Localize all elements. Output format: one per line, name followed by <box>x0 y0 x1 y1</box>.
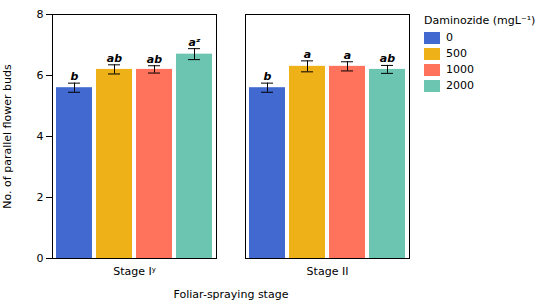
svg-text:2: 2 <box>37 191 44 204</box>
svg-text:4: 4 <box>37 130 44 143</box>
svg-text:ab: ab <box>380 52 395 65</box>
svg-text:Stage II: Stage II <box>307 265 349 278</box>
svg-text:b: b <box>71 70 79 83</box>
svg-text:aᶻ: aᶻ <box>188 36 200 49</box>
svg-text:0: 0 <box>37 252 44 265</box>
html-text:500: 500 <box>446 47 467 60</box>
svg-text:8: 8 <box>37 8 44 21</box>
html-text:0: 0 <box>446 31 453 44</box>
svg-text:Foliar-spraying stage: Foliar-spraying stage <box>174 288 289 301</box>
svg-text:ab: ab <box>147 53 162 66</box>
html-text:Daminozide (mgL⁻¹): Daminozide (mgL⁻¹) <box>424 14 536 27</box>
svg-text:a: a <box>344 49 351 62</box>
svg-text:b: b <box>264 70 272 83</box>
svg-text:Stage Iʸ: Stage Iʸ <box>113 265 156 278</box>
svg-text:ab: ab <box>107 52 122 65</box>
svg-text:No. of parallel flower buds: No. of parallel flower buds <box>1 64 14 209</box>
html-text:2000: 2000 <box>446 79 474 92</box>
svg-text:a: a <box>304 48 311 61</box>
html-text:1000: 1000 <box>446 63 474 76</box>
svg-text:6: 6 <box>37 69 44 82</box>
